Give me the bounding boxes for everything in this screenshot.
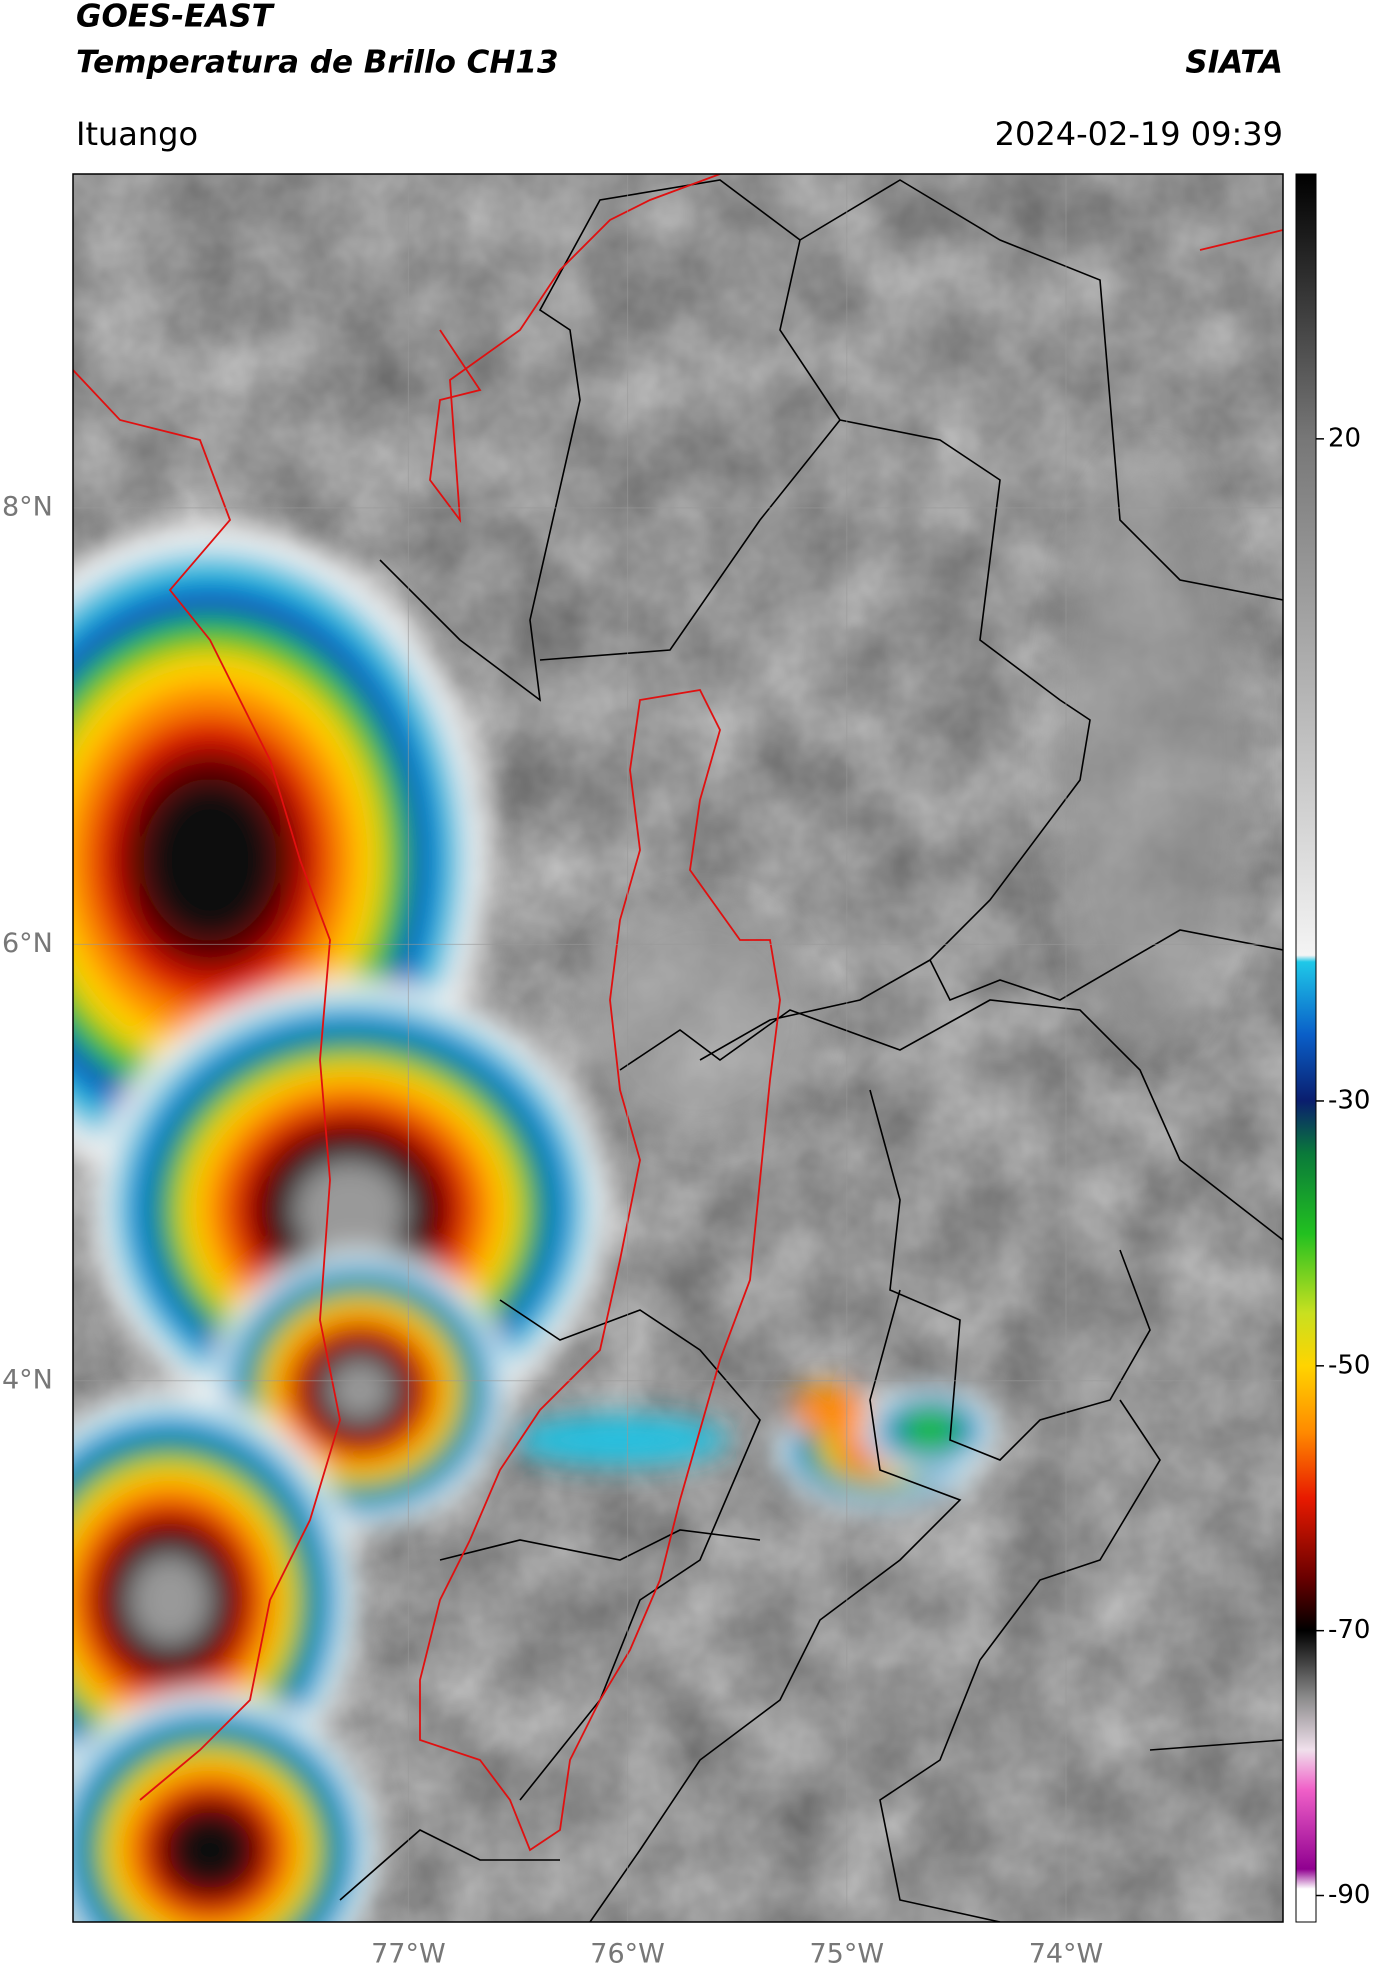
subtitle: Temperatura de Brillo CH13 [76, 45, 559, 81]
colorbar-tick-label: 20 [1328, 423, 1361, 453]
cloud [580, 900, 820, 1140]
cloud [327, 1359, 393, 1421]
cloud [1050, 450, 1250, 1050]
colorbar-tick-label: -50 [1328, 1350, 1370, 1380]
x-tick-label: 74°W [1029, 1939, 1104, 1970]
map-frame [72, 173, 1284, 1923]
colorbar-tick-label: -70 [1328, 1615, 1370, 1645]
boundaries [339, 179, 1283, 1922]
cloud [510, 1415, 730, 1465]
agency: SIATA [1185, 45, 1283, 81]
cloud [898, 1409, 962, 1451]
y-tick-label: 8°N [2, 491, 53, 522]
y-tick-label: 6°N [2, 928, 53, 959]
colorbar-tick-label: -90 [1328, 1880, 1370, 1910]
colorbar [1295, 173, 1317, 1923]
y-tick-label: 4°N [2, 1364, 53, 1395]
x-tick-label: 77°W [371, 1939, 446, 1970]
cloud [143, 779, 277, 941]
graticule [73, 174, 1283, 1922]
satellite-image [73, 174, 1283, 1922]
cloud [169, 1811, 251, 1889]
cloud [293, 1160, 407, 1260]
colorbar-tick-label: -30 [1328, 1085, 1370, 1115]
labels: 77°W 76°W 75°W 74°W 8°N 6°N 4°N 20 -30 -50 -70 -90 [2, 423, 1370, 1969]
cloud [790, 1385, 870, 1435]
title: GOES-EAST [76, 0, 276, 35]
x-tick-label: 76°W [590, 1939, 665, 1970]
cloud [128, 1554, 212, 1646]
borders [73, 174, 1283, 1852]
x-tick-label: 75°W [810, 1939, 885, 1970]
timestamp: 2024-02-19 09:39 [995, 115, 1283, 153]
location: Ituango [76, 115, 198, 153]
